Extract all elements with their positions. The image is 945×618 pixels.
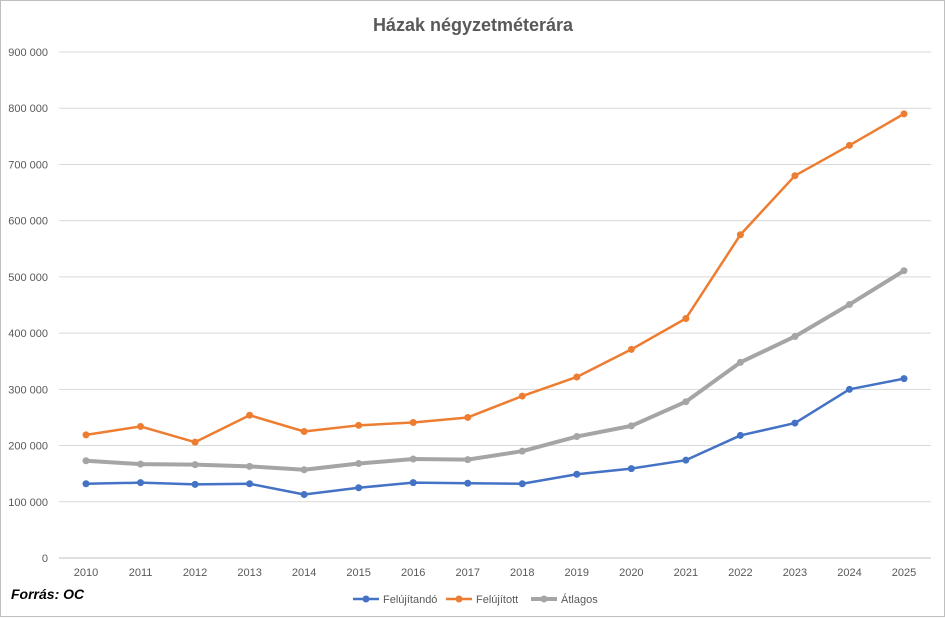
data-point-atlagos	[791, 332, 799, 340]
data-point-felujitando	[791, 419, 799, 427]
x-tick-label: 2021	[674, 567, 698, 579]
data-point-atlagos	[246, 462, 254, 470]
y-tick-label: 900 000	[8, 47, 48, 59]
x-tick-label: 2015	[346, 567, 370, 579]
data-point-felujitott	[300, 428, 308, 435]
y-tick-label: 800 000	[8, 103, 48, 115]
data-point-felujitott	[518, 392, 526, 400]
x-tick-label: 2013	[237, 567, 261, 579]
data-point-felujitando	[464, 479, 472, 487]
legend-label-felujitando: Felújítandó	[383, 594, 437, 606]
x-tick-label: 2012	[183, 567, 207, 579]
data-point-felujitando	[682, 456, 690, 464]
data-point-atlagos	[845, 300, 853, 308]
series-line-felujitott	[84, 112, 906, 444]
y-tick-label: 100 000	[8, 497, 48, 509]
x-tick-label: 2022	[728, 567, 752, 579]
data-point-atlagos	[409, 455, 417, 463]
y-tick-label: 0	[42, 553, 48, 565]
legend-marker-felujitott	[455, 595, 463, 603]
data-point-felujitando	[82, 480, 90, 488]
y-tick-label: 700 000	[8, 159, 48, 171]
data-point-felujitott	[464, 413, 472, 421]
data-point-felujitott	[82, 431, 90, 439]
data-point-felujitando	[191, 480, 199, 488]
x-tick-label: 2014	[292, 567, 316, 579]
legend-label-felujitott: Felújított	[476, 594, 518, 606]
data-point-atlagos	[736, 358, 744, 366]
data-point-atlagos	[518, 447, 526, 455]
data-point-felujitott	[191, 438, 199, 446]
x-tick-label: 2023	[783, 567, 807, 579]
legend-label-atlagos: Átlagos	[561, 593, 598, 606]
data-point-atlagos	[82, 457, 90, 465]
data-point-felujitando	[518, 480, 526, 488]
x-tick-label: 2024	[837, 567, 861, 579]
data-point-felujitott	[736, 231, 744, 239]
data-point-felujitott	[246, 411, 254, 419]
x-tick-label: 2010	[74, 567, 98, 579]
data-point-felujitott	[791, 172, 799, 180]
data-point-felujitott	[355, 421, 363, 429]
data-point-atlagos	[355, 460, 363, 468]
y-tick-label: 500 000	[8, 272, 48, 284]
x-tick-label: 2019	[565, 567, 589, 579]
data-point-felujitott	[573, 373, 581, 381]
gridlines	[59, 51, 931, 559]
y-tick-label: 400 000	[8, 328, 48, 340]
series-line-felujitando	[84, 377, 906, 496]
data-point-felujitott	[137, 422, 145, 430]
legend: Felújítandó Felújított Átlagos	[353, 593, 598, 606]
data-point-felujitando	[246, 480, 254, 488]
x-tick-label: 2017	[455, 567, 479, 579]
data-point-atlagos	[191, 461, 199, 469]
chart-title: Házak négyzetméterára	[373, 15, 574, 35]
data-point-felujitott	[627, 345, 635, 353]
data-point-atlagos	[300, 466, 308, 474]
data-point-felujitando	[736, 431, 744, 439]
y-tick-label: 600 000	[8, 216, 48, 228]
x-tick-label: 2025	[892, 567, 916, 579]
data-point-felujitando	[355, 484, 363, 492]
data-point-atlagos	[682, 398, 690, 406]
x-tick-label: 2020	[619, 567, 643, 579]
data-point-atlagos	[137, 460, 145, 468]
data-point-felujitando	[137, 479, 145, 487]
data-point-atlagos	[573, 433, 581, 441]
data-point-felujitando	[627, 465, 635, 473]
data-point-felujitando	[900, 375, 908, 383]
data-point-felujitando	[573, 470, 581, 478]
series-line-atlagos	[84, 268, 906, 472]
y-tick-label: 200 000	[8, 441, 48, 453]
data-point-felujitando	[409, 479, 417, 487]
data-point-felujitott	[409, 419, 417, 427]
data-point-felujitott	[682, 314, 690, 322]
data-point-felujitando	[845, 385, 853, 393]
legend-marker-atlagos	[540, 595, 548, 603]
data-point-atlagos	[464, 456, 472, 464]
legend-marker-felujitando	[362, 595, 370, 603]
data-point-felujitott	[845, 141, 853, 149]
y-tick-label: 300 000	[8, 384, 48, 396]
data-point-atlagos	[900, 267, 908, 275]
source-note: Forrás: OC	[11, 586, 85, 602]
x-tick-label: 2018	[510, 567, 534, 579]
x-axis-tick-labels: 2010 2011 2012 2013 2014 2015 2016 2017 2018 2019…	[74, 567, 916, 579]
y-axis-tick-labels: 0 100 000 200 000 300 000 400 000 500 000 600 …	[8, 47, 48, 565]
data-point-felujitott	[900, 110, 908, 118]
data-point-atlagos	[627, 422, 635, 430]
series-lines	[82, 110, 908, 498]
x-tick-label: 2016	[401, 567, 425, 579]
data-point-felujitando	[300, 490, 308, 498]
x-tick-label: 2011	[129, 567, 153, 579]
